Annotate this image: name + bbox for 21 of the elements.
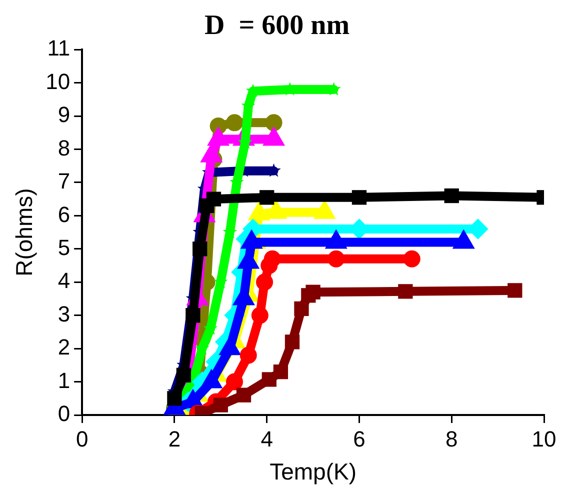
chart-title: D = 600 nm <box>204 10 350 42</box>
y-tick-label: 10 <box>46 68 70 94</box>
x-tick-label: 10 <box>532 426 556 452</box>
x-tick-label: 4 <box>260 426 273 452</box>
y-tick-label: 6 <box>58 202 70 227</box>
y-tick-label: 9 <box>58 102 70 128</box>
x-tick-label: 0 <box>76 426 88 452</box>
x-axis-title: Temp(K) <box>270 458 356 485</box>
y-tick-label: 7 <box>58 168 70 194</box>
y-tick-label: 2 <box>58 334 70 360</box>
x-tick-label: 6 <box>353 426 366 452</box>
y-tick-label: 0 <box>58 401 70 426</box>
y-axis-title: R(ohms) <box>11 188 38 276</box>
x-tick-label: 2 <box>168 426 181 452</box>
y-tick-label: 3 <box>58 301 70 326</box>
y-tick-label: 5 <box>58 234 70 260</box>
y-tick-label: 11 <box>47 36 70 61</box>
y-tick-label: 1 <box>58 368 70 393</box>
x-tick-label: 8 <box>445 426 458 452</box>
y-tick-label: 8 <box>58 135 70 160</box>
y-tick-label: 4 <box>58 268 70 294</box>
